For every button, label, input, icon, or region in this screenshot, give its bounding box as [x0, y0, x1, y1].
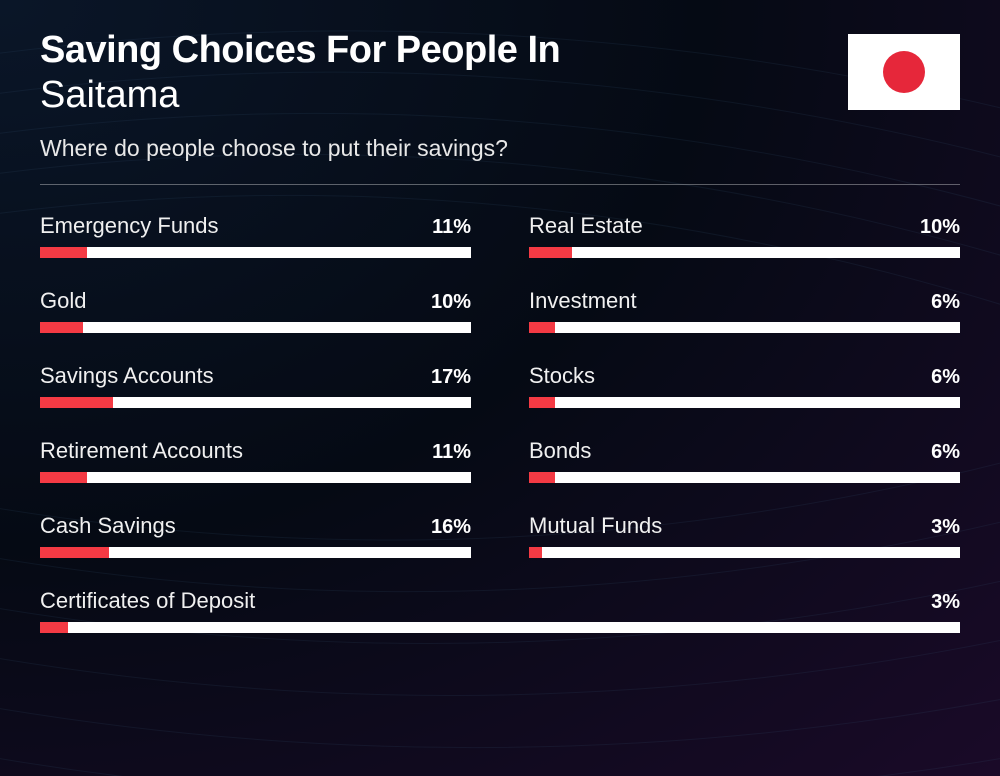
- bar-label: Gold: [40, 288, 86, 314]
- bar-value: 11%: [432, 441, 471, 464]
- bar-label: Bonds: [529, 438, 591, 464]
- bar-value: 6%: [931, 366, 960, 389]
- bar-track: [529, 547, 960, 558]
- page-subtitle: Where do people choose to put their savi…: [40, 135, 848, 162]
- page-title-line1: Saving Choices For People In: [40, 30, 848, 72]
- bar-track: [40, 322, 471, 333]
- bar-item: Emergency Funds 11%: [40, 213, 471, 258]
- bar-item-full: Certificates of Deposit 3%: [40, 588, 960, 633]
- bar-label: Cash Savings: [40, 513, 176, 539]
- bar-label: Retirement Accounts: [40, 438, 243, 464]
- bar-fill: [529, 547, 542, 558]
- bar-track: [40, 472, 471, 483]
- bar-label: Certificates of Deposit: [40, 588, 255, 614]
- bar-label: Investment: [529, 288, 637, 314]
- bar-track: [529, 247, 960, 258]
- bar-item: Investment 6%: [529, 288, 960, 333]
- bar-fill: [40, 622, 68, 633]
- bar-value: 17%: [431, 366, 471, 389]
- bar-fill: [529, 472, 555, 483]
- page-title-line2: Saitama: [40, 74, 848, 117]
- bar-track: [529, 397, 960, 408]
- flag-circle-icon: [883, 51, 925, 93]
- bar-label: Savings Accounts: [40, 363, 214, 389]
- bar-track: [40, 247, 471, 258]
- bar-fill: [40, 247, 87, 258]
- bar-value: 10%: [431, 291, 471, 314]
- bar-track: [40, 547, 471, 558]
- bar-track: [40, 397, 471, 408]
- bar-value: 10%: [920, 216, 960, 239]
- bar-item: Stocks 6%: [529, 363, 960, 408]
- bar-item: Cash Savings 16%: [40, 513, 471, 558]
- bar-track: [529, 472, 960, 483]
- bar-fill: [40, 397, 113, 408]
- bar-fill: [529, 322, 555, 333]
- bar-fill: [40, 472, 87, 483]
- bar-label: Emergency Funds: [40, 213, 219, 239]
- bar-value: 6%: [931, 291, 960, 314]
- bar-fill: [40, 547, 109, 558]
- divider: [40, 184, 960, 185]
- bar-item: Real Estate 10%: [529, 213, 960, 258]
- bar-label: Mutual Funds: [529, 513, 662, 539]
- bar-fill: [40, 322, 83, 333]
- bar-track: [529, 322, 960, 333]
- bar-fill: [529, 247, 572, 258]
- bar-value: 3%: [931, 516, 960, 539]
- bar-chart-grid: Emergency Funds 11% Real Estate 10% Gold…: [40, 213, 960, 633]
- bar-item: Mutual Funds 3%: [529, 513, 960, 558]
- bar-fill: [529, 397, 555, 408]
- bar-item: Retirement Accounts 11%: [40, 438, 471, 483]
- bar-item: Gold 10%: [40, 288, 471, 333]
- bar-value: 16%: [431, 516, 471, 539]
- bar-value: 3%: [931, 591, 960, 614]
- bar-item: Bonds 6%: [529, 438, 960, 483]
- bar-value: 6%: [931, 441, 960, 464]
- bar-track: [40, 622, 960, 633]
- bar-label: Real Estate: [529, 213, 643, 239]
- bar-value: 11%: [432, 216, 471, 239]
- bar-label: Stocks: [529, 363, 595, 389]
- flag-japan: [848, 34, 960, 110]
- bar-item: Savings Accounts 17%: [40, 363, 471, 408]
